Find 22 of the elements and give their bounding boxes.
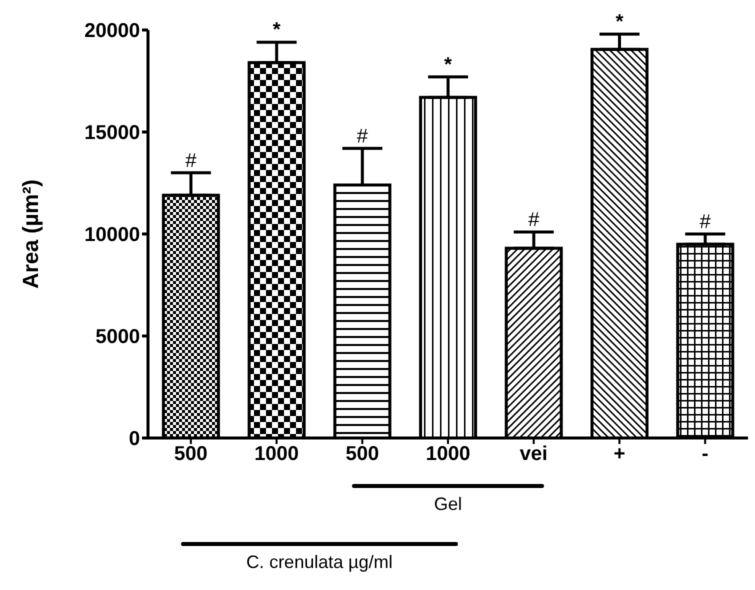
data-label: # <box>356 125 369 148</box>
x-tick-label: + <box>614 443 626 466</box>
data-label: # <box>185 150 198 172</box>
data-label: # <box>700 211 712 233</box>
x-tick-label: 1000 <box>254 443 299 466</box>
data-label: # <box>528 208 540 231</box>
data-label: * <box>616 11 624 34</box>
y-tick-label: 0 <box>128 428 140 450</box>
data-label: * <box>272 19 281 42</box>
y-tick-label: 20000 <box>84 20 140 42</box>
y-axis-title: Area (µm²) <box>18 179 43 289</box>
y-tick-label: 10000 <box>84 224 140 246</box>
x-tick-label: 1000 <box>426 443 470 466</box>
text: Gel <box>432 494 463 515</box>
x-tick-label: - <box>702 443 708 466</box>
x-tick-label: vei <box>520 443 548 466</box>
text: C. crenulata µg/ml <box>245 552 394 573</box>
y-tick-label: 5000 <box>96 326 140 348</box>
x-tick-label: 500 <box>346 443 379 466</box>
data-label: * <box>444 54 452 76</box>
y-tick-label: 15000 <box>84 122 140 144</box>
x-tick-label: 500 <box>174 443 208 466</box>
